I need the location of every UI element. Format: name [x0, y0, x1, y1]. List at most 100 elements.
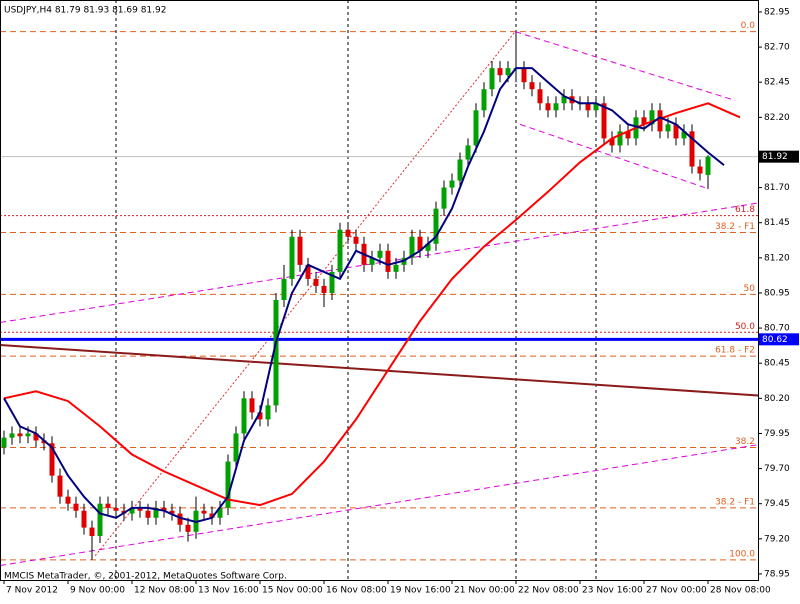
fib-label: 61.8 - F2 — [715, 346, 755, 356]
y-tick-label: 80.70 — [764, 324, 790, 334]
candle-body — [625, 131, 631, 139]
candle-body — [97, 503, 103, 537]
candle-body — [585, 103, 591, 111]
candle-body — [433, 208, 439, 244]
y-tick-label: 80.20 — [764, 394, 790, 404]
candle-body — [313, 278, 319, 286]
candle-body — [457, 159, 463, 181]
y-tick-label: 81.45 — [764, 218, 790, 228]
trend-line — [0, 444, 759, 567]
candle-body — [73, 503, 79, 511]
candle-body — [529, 82, 535, 90]
candle-body — [129, 507, 135, 514]
x-tick-label: 22 Nov 08:00 — [518, 586, 579, 596]
x-tick-label: 9 Nov 00:00 — [70, 586, 125, 596]
trend-line — [0, 202, 759, 323]
candle-body — [649, 110, 655, 125]
candle-body — [9, 433, 15, 438]
fib-label: 100.0 — [729, 549, 755, 559]
candle-body — [57, 475, 63, 497]
candle-body — [465, 145, 471, 160]
fib-label: 38.2 - F1 — [715, 222, 755, 232]
price-tag — [759, 150, 799, 163]
candle-body — [1, 437, 7, 448]
candle-body — [25, 433, 31, 437]
candle-body — [337, 229, 343, 272]
candle-body — [225, 461, 231, 508]
candle-body — [385, 250, 391, 272]
candle-body — [473, 110, 479, 146]
candle-body — [33, 433, 39, 441]
candle-body — [137, 507, 143, 511]
candle-body — [537, 89, 543, 104]
plot-area: 0.0 61.8 38.2 - F1 50 50.0 61.8 - F2 38.2 38.2 … — [0, 0, 759, 580]
footer: MMCIS MetaTrader, ©, 2001-2012, MetaQuot… — [4, 572, 287, 582]
candle-body — [441, 187, 447, 209]
y-tick-label: 82.95 — [764, 7, 790, 17]
candle-body — [641, 117, 647, 125]
candle-body — [297, 236, 303, 265]
candle-body — [81, 510, 87, 528]
candle-body — [377, 250, 383, 258]
candle-body — [545, 103, 551, 111]
candle-body — [489, 68, 495, 90]
y-tick-label: 79.70 — [764, 464, 790, 474]
fib-label: 50.0 — [735, 322, 755, 332]
x-tick-label: 7 Nov 2012 — [6, 586, 58, 596]
fib-label: 38.2 - F1 — [715, 497, 755, 507]
candle-body — [601, 103, 607, 139]
x-tick-label: 21 Nov 00:00 — [454, 586, 515, 596]
candle-body — [321, 285, 327, 293]
candle-body — [145, 510, 151, 518]
candle-body — [209, 513, 215, 518]
y-tick-label: 80.45 — [764, 359, 790, 369]
candle-body — [393, 264, 399, 272]
price-tag-label: 81.92 — [762, 152, 788, 162]
candle-body — [161, 507, 167, 511]
plot-frame — [0, 0, 759, 581]
y-tick-label: 82.20 — [764, 113, 790, 123]
candle-body — [65, 496, 71, 504]
candle-body — [705, 156, 711, 175]
candle-body — [681, 131, 687, 139]
candle-body — [241, 398, 247, 434]
fib-label: 0.0 — [741, 21, 756, 31]
moving-average — [3, 102, 741, 507]
candle-body — [89, 527, 95, 537]
x-tick-label: 12 Nov 08:00 — [134, 586, 195, 596]
candle-body — [353, 236, 359, 244]
candle-body — [305, 264, 311, 279]
candle-body — [105, 503, 111, 508]
candle-body — [417, 236, 423, 251]
candle-body — [689, 131, 695, 167]
x-tick-label: 16 Nov 08:00 — [326, 586, 387, 596]
candle-body — [521, 68, 527, 83]
candle-body — [201, 510, 207, 514]
candle-body — [609, 138, 615, 146]
trend-line — [0, 343, 759, 397]
candle-body — [289, 236, 295, 279]
price-tag — [759, 333, 799, 346]
fib-label: 50 — [744, 284, 756, 294]
candle-body — [561, 96, 567, 104]
chart-title: USDJPY,H4 81.79 81.93 81.69 81.92 — [4, 6, 166, 16]
y-tick-label: 80.95 — [764, 288, 790, 298]
fib-label: 38.2 — [735, 437, 755, 447]
candle-body — [273, 299, 279, 406]
x-tick-label: 19 Nov 16:00 — [390, 586, 451, 596]
candle-body — [697, 166, 703, 174]
candle-body — [169, 510, 175, 514]
x-tick-label: 15 Nov 00:00 — [262, 586, 323, 596]
y-tick-label: 81.20 — [764, 253, 790, 263]
candle-body — [41, 440, 47, 444]
x-tick-label: 27 Nov 00:00 — [646, 586, 707, 596]
candle-body — [657, 110, 663, 132]
candle-body — [505, 68, 511, 76]
candle-body — [233, 433, 239, 462]
candle-body — [617, 131, 623, 146]
candle-body — [257, 412, 263, 420]
candle-body — [17, 433, 23, 437]
candle-body — [153, 507, 159, 518]
candle-body — [409, 236, 415, 258]
